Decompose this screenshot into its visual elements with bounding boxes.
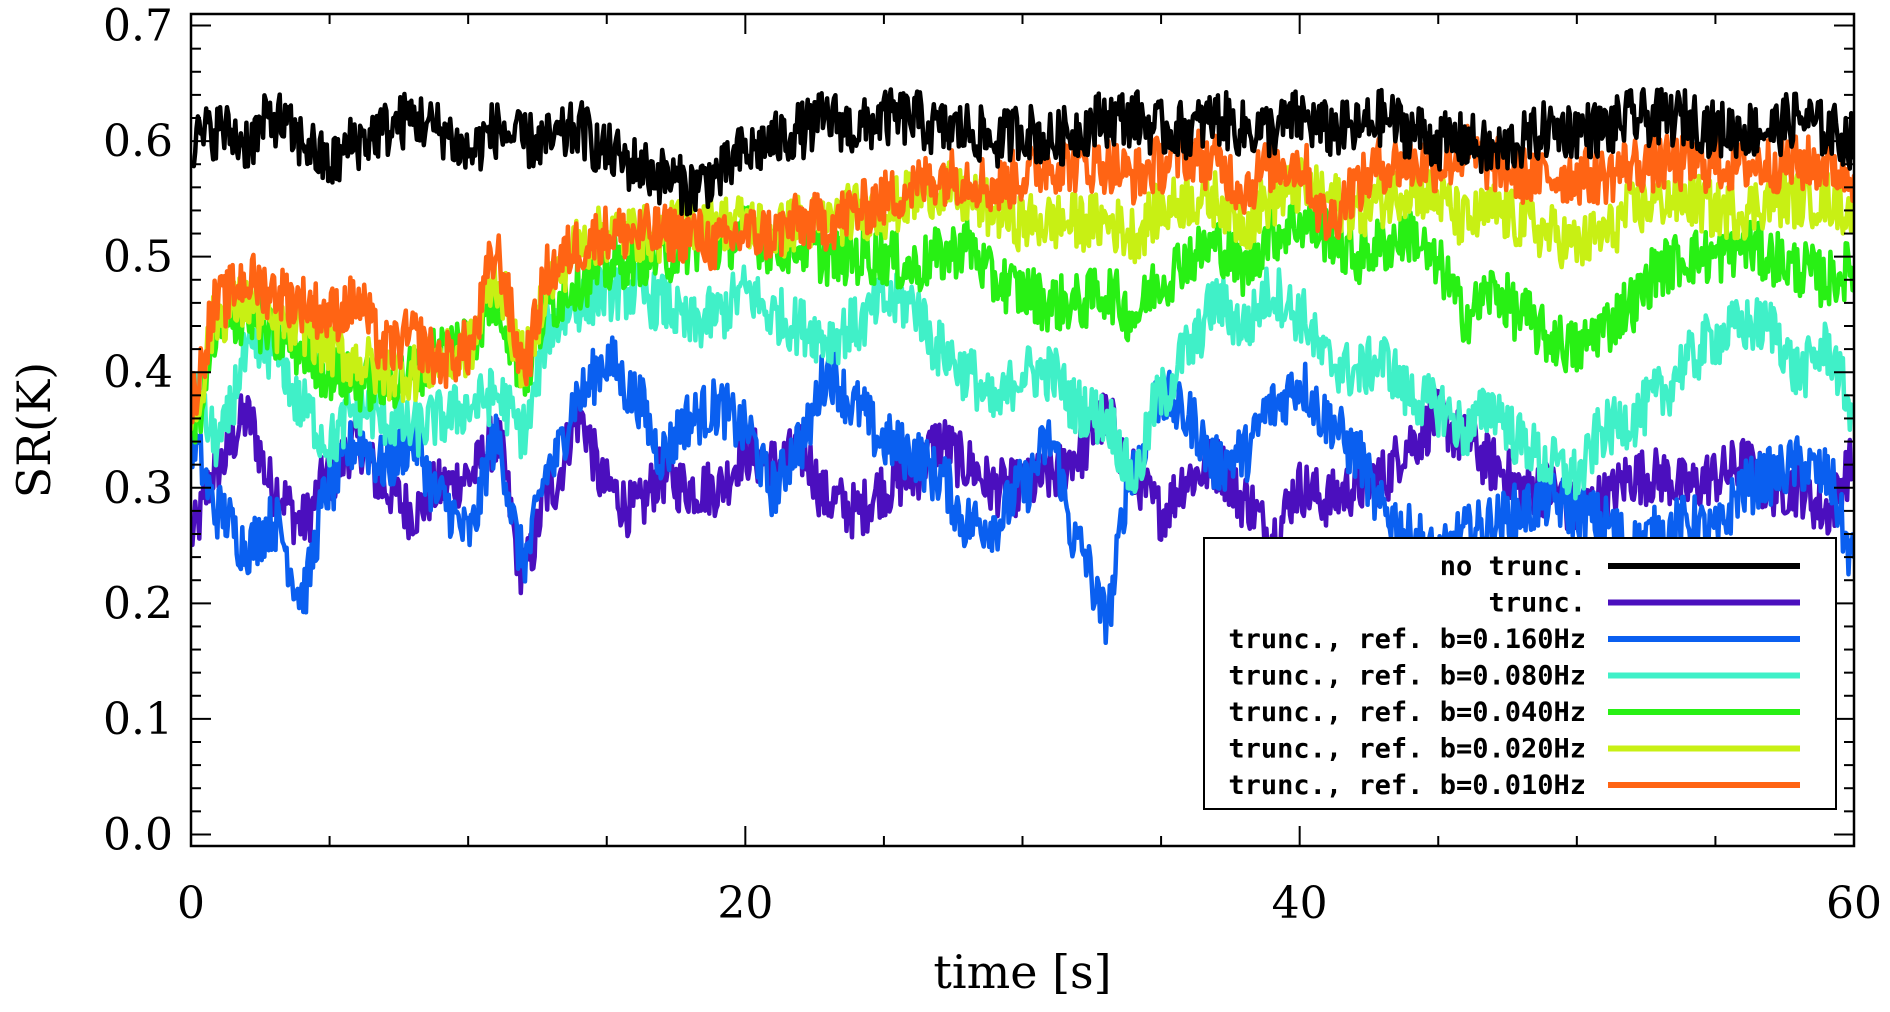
legend: no trunc. trunc. trunc., ref. b=0.160Hz tru… (1203, 537, 1837, 810)
series-line-6 (191, 123, 1854, 425)
legend-label: trunc., ref. b=0.160Hz (1228, 624, 1586, 655)
legend-label: trunc. (1488, 588, 1586, 619)
legend-label: trunc., ref. b=0.080Hz (1228, 661, 1586, 692)
x-tick-label: 20 (717, 878, 773, 929)
legend-label: trunc., ref. b=0.020Hz (1228, 734, 1586, 765)
y-tick-label: 0.3 (103, 463, 173, 514)
series-layer (191, 86, 1854, 646)
x-tick-label: 60 (1826, 878, 1882, 929)
series-line-3 (191, 261, 1854, 501)
legend-label: trunc., ref. b=0.010Hz (1228, 770, 1586, 801)
y-axis-title: SR(K) (7, 362, 61, 498)
y-tick-label: 0.7 (103, 1, 173, 52)
y-tick-label: 0.4 (103, 347, 173, 398)
labels-layer: 0.0 0.1 0.2 0.3 0.4 0.5 0.6 0.7 0 20 40 60 time [s] S… (7, 1, 1882, 999)
y-tick-label: 0.5 (103, 232, 173, 283)
legend-label: no trunc. (1440, 551, 1586, 582)
x-tick-label: 40 (1272, 878, 1328, 929)
y-tick-label: 0.1 (103, 694, 173, 745)
y-tick-label: 0.0 (103, 809, 173, 860)
plot-frame (189, 12, 1856, 848)
x-tick-label: 0 (177, 878, 205, 929)
y-tick-label: 0.2 (103, 578, 173, 629)
series-line-0 (191, 86, 1854, 217)
x-axis-title: time [s] (933, 945, 1111, 999)
y-tick-label: 0.6 (103, 116, 173, 167)
legend-label: trunc., ref. b=0.040Hz (1228, 697, 1586, 728)
